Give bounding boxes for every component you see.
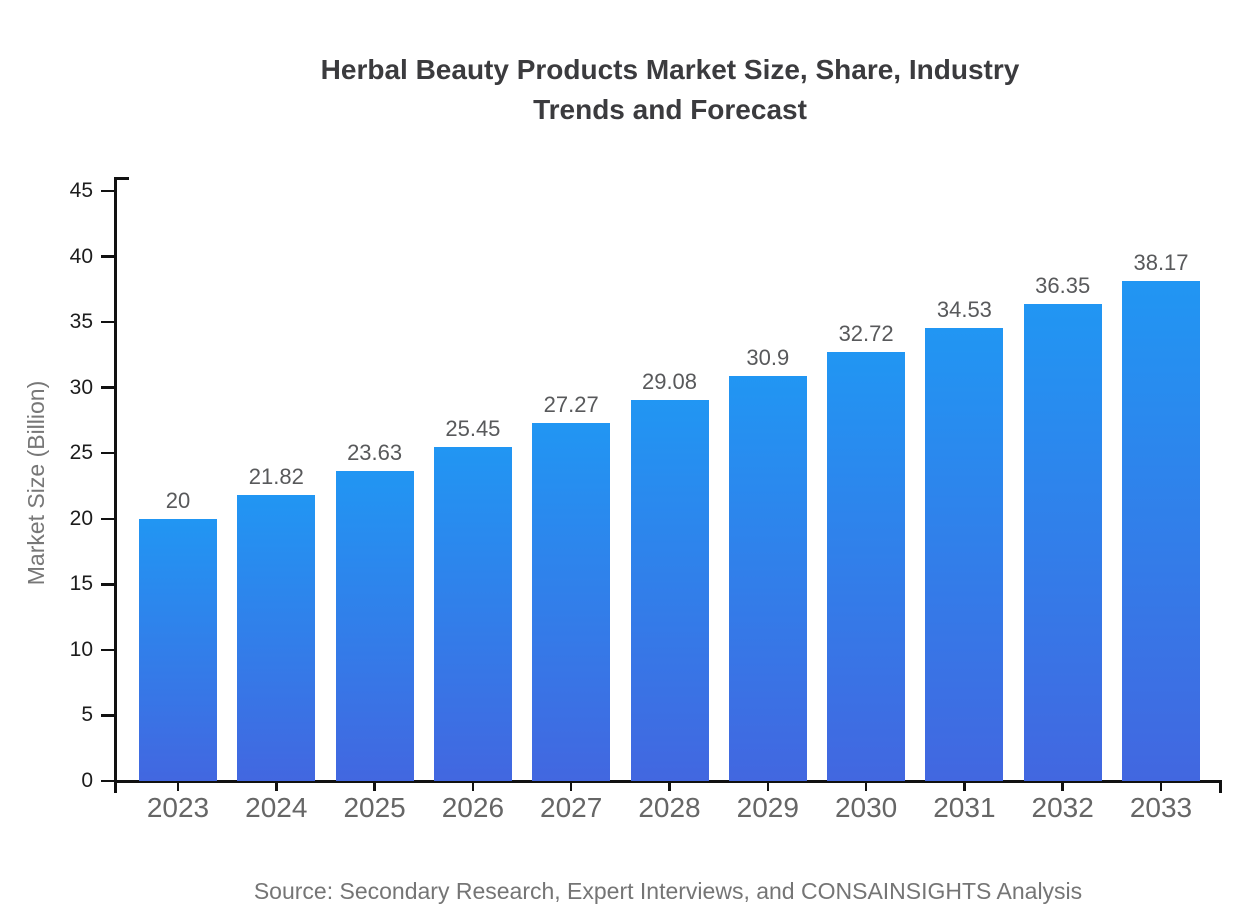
bar-value-label: 25.45 [445, 416, 501, 442]
bar-value-label: 21.82 [248, 463, 304, 489]
bar-value-label: 36.35 [1035, 273, 1091, 299]
y-tick [101, 320, 115, 324]
y-tick-label: 20 [69, 506, 93, 530]
bar-value-label: 32.72 [838, 321, 894, 346]
x-axis-line [115, 779, 1221, 783]
chart-title: Herbal Beauty Products Market Size, Shar… [320, 54, 1020, 125]
bar-value-label: 27.27 [543, 392, 599, 418]
bar [630, 399, 709, 781]
x-tick-label: 2025 [343, 792, 406, 823]
y-tick [101, 386, 115, 389]
x-tick-label: 2026 [441, 792, 505, 823]
x-tick-label: 2027 [540, 792, 603, 823]
x-tick-label: 2024 [245, 792, 308, 823]
x-tick [963, 781, 966, 791]
x-tick [864, 781, 868, 791]
bar [532, 423, 611, 781]
x-tick-label: 2029 [736, 792, 799, 823]
bar-value-label: 38.17 [1133, 249, 1189, 275]
x-tick-label: 2032 [1031, 792, 1094, 823]
x-tick [275, 781, 278, 791]
y-tick [101, 189, 115, 193]
bar [433, 447, 512, 781]
bar [925, 328, 1004, 781]
bar [1122, 280, 1200, 781]
x-tick [1061, 781, 1064, 791]
x-tick [471, 781, 475, 791]
x-tick [1159, 781, 1163, 791]
x-tick-label: 2031 [933, 792, 996, 823]
bar [237, 494, 316, 781]
y-tick-label: 5 [81, 703, 93, 727]
y-tick-label: 45 [69, 179, 93, 202]
bar-value-label: 23.63 [347, 440, 403, 466]
bar [1023, 304, 1102, 781]
x-tick [176, 781, 180, 791]
bar [139, 518, 217, 781]
x-tick-label: 2028 [638, 792, 701, 823]
bar-value-label: 20 [165, 487, 191, 513]
y-tick-label: 40 [69, 244, 93, 268]
source-note: Source: Secondary Research, Expert Inter… [253, 878, 1083, 904]
bar [827, 352, 906, 781]
y-tick-label: 15 [69, 572, 93, 596]
bar-value-label: 29.08 [641, 368, 698, 394]
y-tick-label: 0 [81, 769, 93, 792]
y-axis-line [113, 177, 117, 793]
y-tick [101, 648, 115, 652]
x-tick [668, 781, 671, 791]
bar [335, 471, 414, 781]
y-tick-label: 10 [69, 637, 93, 661]
x-axis-right-cap [1218, 779, 1222, 793]
y-axis-top-cap [115, 177, 129, 180]
x-tick [766, 781, 770, 791]
bar [728, 375, 807, 781]
x-tick-label: 2030 [834, 792, 898, 823]
y-tick [101, 255, 115, 258]
x-tick-label: 2033 [1129, 792, 1193, 823]
y-tick [101, 583, 115, 586]
y-tick [101, 779, 115, 783]
x-tick [373, 781, 376, 791]
y-tick-label: 30 [69, 375, 93, 399]
y-tick [101, 517, 115, 521]
bar-value-label: 30.9 [746, 344, 790, 370]
y-tick-label: 35 [69, 310, 93, 334]
x-tick [569, 781, 573, 791]
y-tick-label: 25 [69, 441, 93, 465]
y-tick [101, 451, 115, 455]
bar-value-label: 34.53 [936, 297, 992, 323]
y-tick [101, 714, 115, 717]
x-tick-label: 2023 [146, 792, 210, 823]
